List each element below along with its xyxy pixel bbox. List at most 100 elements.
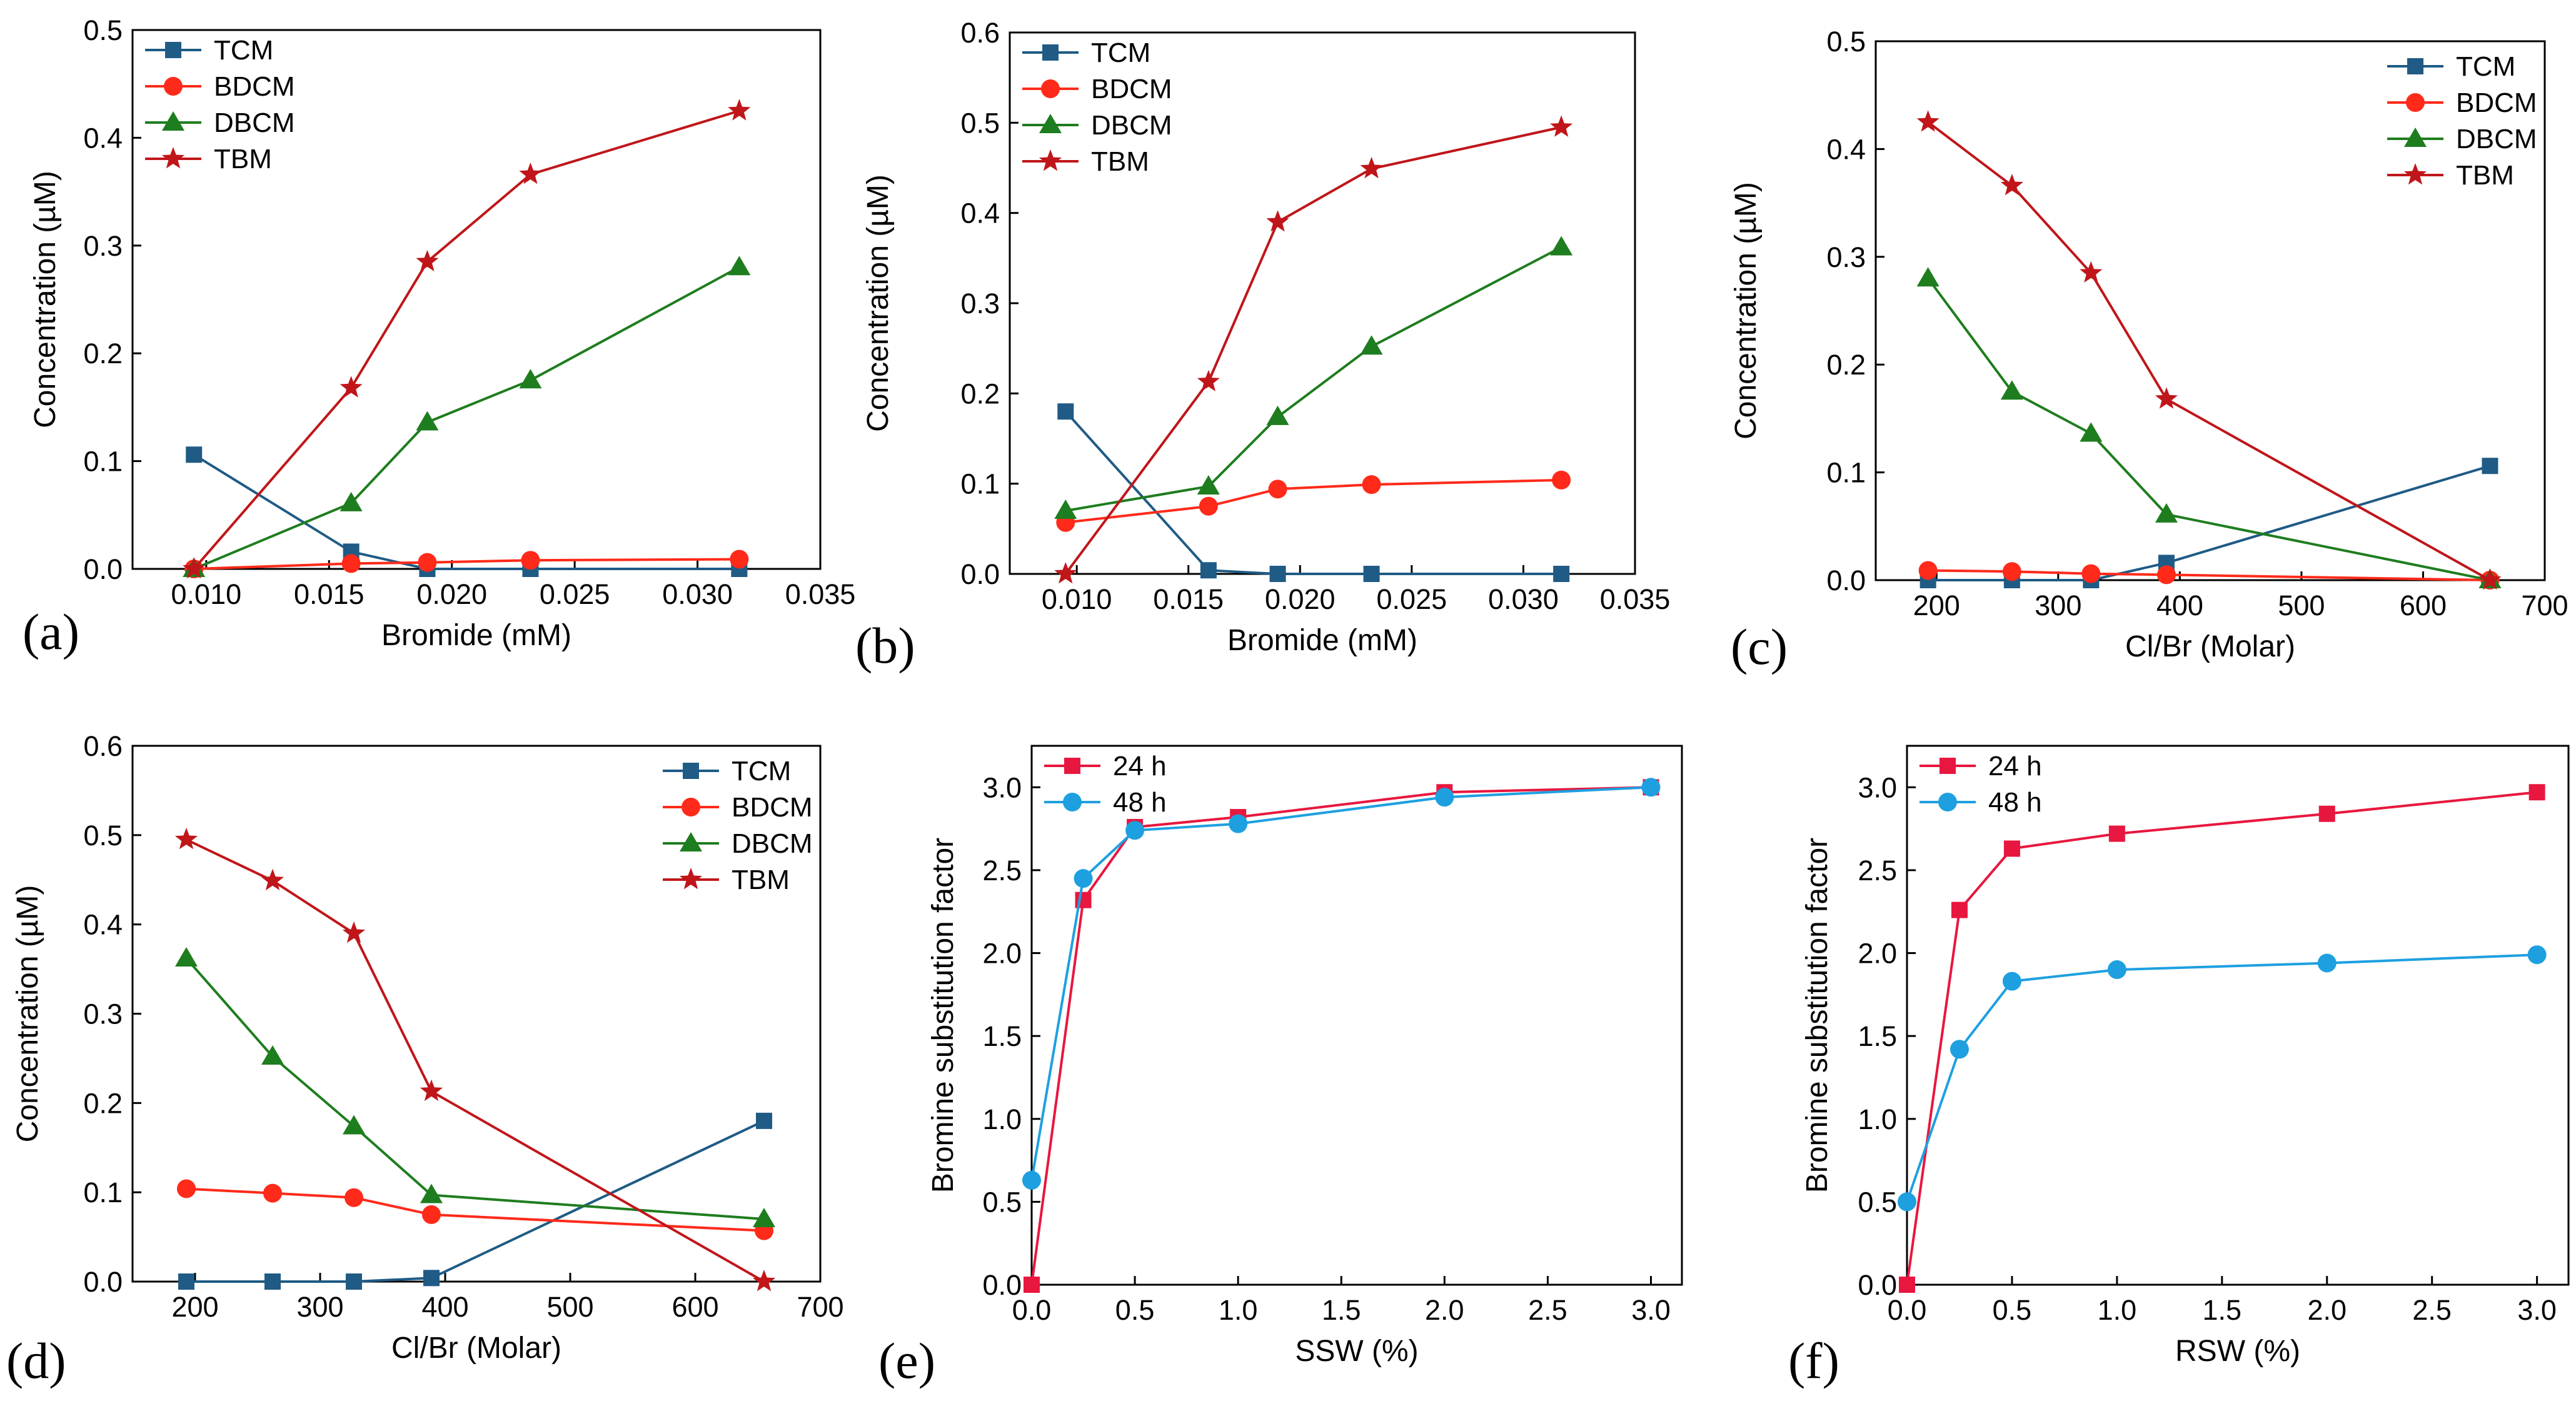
legend-item: DBCM xyxy=(663,828,813,859)
data-point xyxy=(345,1188,363,1207)
x-tick-label: 200 xyxy=(1913,590,1960,621)
series-48-h xyxy=(1898,945,2547,1212)
legend-marker xyxy=(2406,93,2425,112)
x-tick-label: 0.025 xyxy=(540,578,610,610)
y-axis-title: Concentration (µM) xyxy=(11,885,44,1143)
data-point xyxy=(728,256,751,276)
plot-frame xyxy=(1906,745,2570,1286)
legend-item: DBCM xyxy=(1022,110,1172,141)
legend-marker xyxy=(682,798,700,816)
legend-label: 24 h xyxy=(1988,751,2042,781)
data-point xyxy=(1552,470,1571,490)
y-tick-label: 2.0 xyxy=(982,938,1022,970)
x-tick-label: 700 xyxy=(2521,590,2568,621)
x-tick-label: 2.5 xyxy=(2412,1294,2452,1326)
data-point xyxy=(1363,566,1380,582)
legend-marker xyxy=(2404,128,2427,147)
data-point xyxy=(420,1183,443,1203)
y-tick-label: 0.3 xyxy=(960,288,1000,319)
series-line xyxy=(1064,126,1562,575)
data-point xyxy=(2482,458,2498,475)
x-tick-label: 400 xyxy=(2156,590,2203,621)
data-point xyxy=(418,553,437,572)
legend-label: TCM xyxy=(1091,38,1150,68)
data-point xyxy=(1197,369,1220,391)
x-tick-label: 0.030 xyxy=(662,578,733,610)
data-point xyxy=(346,1273,362,1290)
data-point xyxy=(2080,422,2103,442)
legend-marker xyxy=(164,77,183,96)
legend-item: TCM xyxy=(145,35,273,66)
y-tick-label: 0.2 xyxy=(960,378,1000,409)
data-point xyxy=(174,828,198,850)
data-point xyxy=(416,411,439,431)
data-point xyxy=(178,1273,194,1290)
series-line xyxy=(193,266,740,570)
panel-d: 200 300 400 500 600 700 0.0 0.1 0.2 0.3 0.4 0.5 0.6 C… xyxy=(6,730,844,1389)
data-point xyxy=(1951,901,1968,918)
data-point xyxy=(1916,267,1940,287)
data-point xyxy=(1550,115,1573,137)
data-point xyxy=(1360,335,1383,355)
series-bdcm xyxy=(177,1179,773,1240)
series-dbcm xyxy=(1054,236,1573,519)
x-tick-label: 2.0 xyxy=(2307,1294,2347,1326)
legend-label: TBM xyxy=(1091,146,1149,177)
series-bdcm xyxy=(1056,470,1571,532)
series-line xyxy=(1064,410,1562,575)
y-tick-label: 0.5 xyxy=(83,820,123,851)
series-tcm xyxy=(178,1112,772,1290)
plot-frame xyxy=(1874,40,2546,581)
y-tick-label: 0.2 xyxy=(83,338,123,369)
data-point xyxy=(1553,566,1570,582)
y-tick-label: 0.1 xyxy=(960,468,1000,500)
data-point xyxy=(519,163,542,184)
y-tick-label: 0.0 xyxy=(83,1266,123,1298)
legend-item: TBM xyxy=(663,865,790,895)
legend-marker xyxy=(2407,58,2423,74)
series-tcm xyxy=(186,446,748,577)
legend-item: DBCM xyxy=(2387,124,2537,154)
plot-frame xyxy=(1030,745,1683,1286)
legend-item: TCM xyxy=(1022,38,1150,68)
y-tick-label: 0.0 xyxy=(83,553,123,585)
panel-label: (b) xyxy=(855,617,915,674)
data-point xyxy=(423,1270,440,1287)
legend: TCM BDCM DBCM TBM xyxy=(1022,38,1172,177)
legend-label: TCM xyxy=(2456,51,2515,82)
legend: 24 h 48 h xyxy=(1044,751,1167,818)
legend-label: 48 h xyxy=(1988,787,2042,818)
data-point xyxy=(263,1183,282,1203)
y-tick-label: 3.0 xyxy=(1858,771,1897,803)
legend-label: BDCM xyxy=(214,71,295,102)
y-tick-label: 0.1 xyxy=(83,1177,123,1208)
panel-label: (f) xyxy=(1788,1332,1839,1389)
data-point xyxy=(420,1079,443,1102)
legend-label: TCM xyxy=(214,35,273,66)
panel-label: (c) xyxy=(1731,618,1788,675)
data-point xyxy=(2317,953,2337,973)
y-tick-label: 0.3 xyxy=(83,230,123,262)
legend-marker xyxy=(1063,793,1082,811)
series-line xyxy=(1065,478,1562,524)
x-axis-title: Cl/Br (Molar) xyxy=(391,1332,561,1365)
series-line xyxy=(1065,246,1562,512)
data-point xyxy=(422,1205,441,1224)
data-point xyxy=(261,1045,284,1065)
data-point xyxy=(730,550,749,569)
legend-label: TCM xyxy=(732,756,791,786)
data-point xyxy=(1266,405,1289,425)
legend-label: TBM xyxy=(2456,160,2514,191)
legend-marker xyxy=(679,868,703,890)
data-point xyxy=(1918,561,1938,580)
data-point xyxy=(1269,566,1286,582)
x-tick-label: 0.015 xyxy=(294,578,365,610)
data-point xyxy=(1362,475,1381,495)
x-tick-label: 0.010 xyxy=(1042,583,1112,615)
series-24-h xyxy=(1899,784,2545,1293)
data-point xyxy=(2527,945,2547,965)
legend-marker xyxy=(1064,758,1080,774)
data-point xyxy=(753,1208,775,1228)
legend-label: 48 h xyxy=(1113,787,1167,818)
legend-item: BDCM xyxy=(2387,88,2537,118)
